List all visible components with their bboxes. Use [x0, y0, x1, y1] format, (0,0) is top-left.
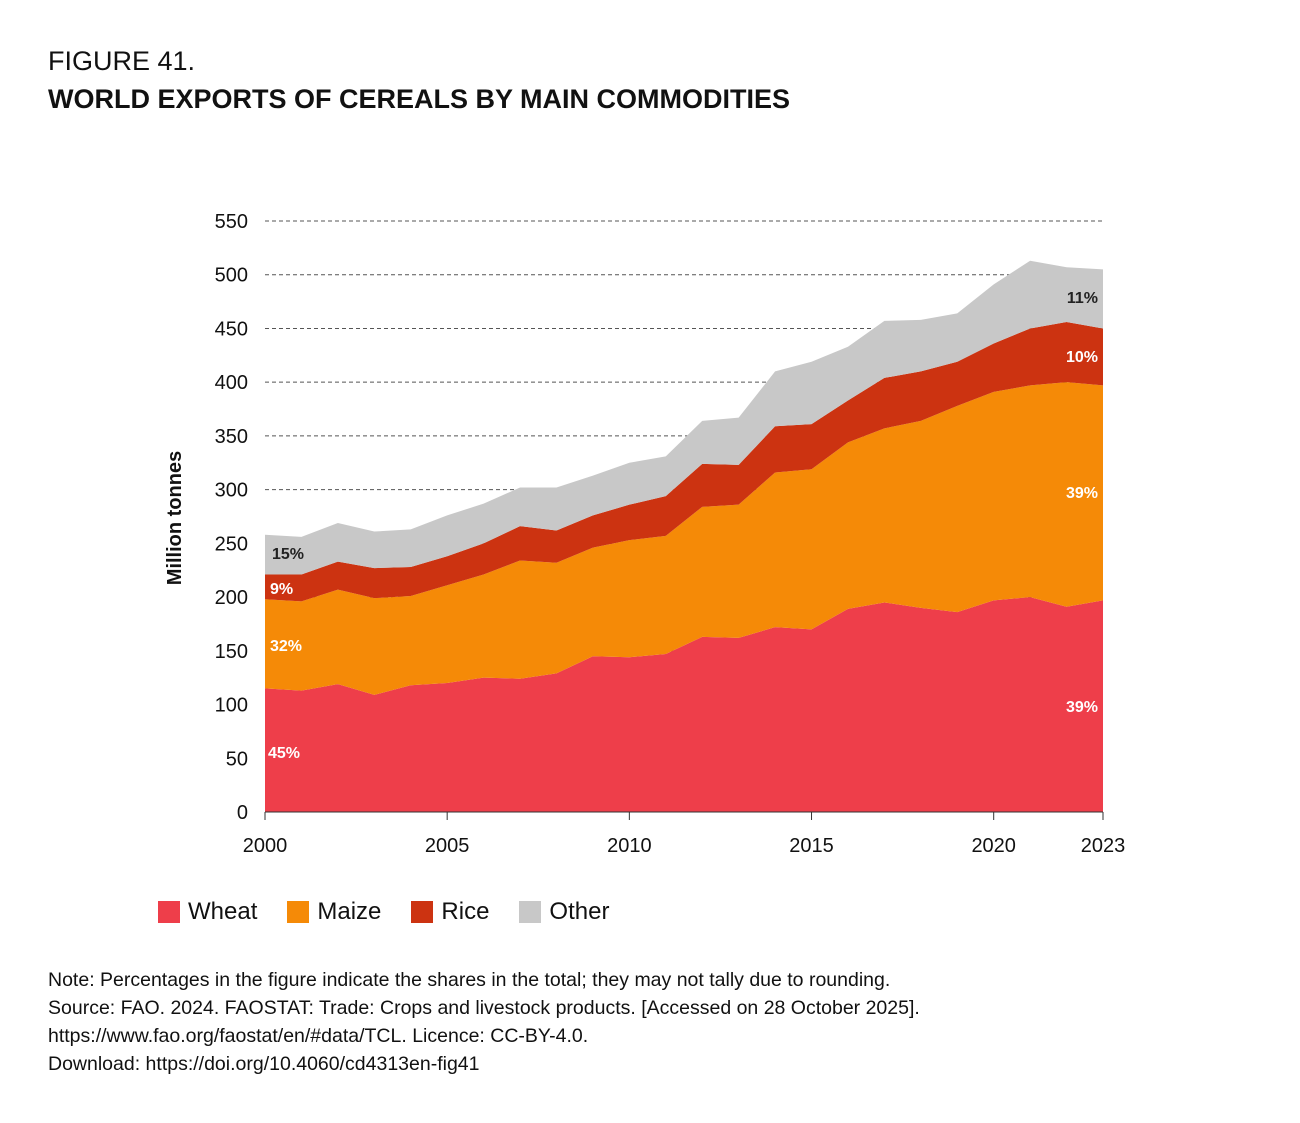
label-other-end: 11% [1067, 290, 1098, 307]
licence-line: https://www.fao.org/faostat/en/#data/TCL… [48, 1025, 589, 1047]
y-tick-label: 150 [215, 641, 248, 663]
x-axis-ticks: 2000 2005 2010 2015 2020 2023 [243, 812, 1126, 857]
legend-label: Other [549, 898, 610, 925]
legend-label: Rice [441, 898, 490, 925]
areas [265, 260, 1103, 812]
x-tick-label: 2010 [607, 835, 652, 857]
area-rice [265, 322, 1103, 602]
notes: Note: Percentages in the figure indicate… [48, 966, 920, 1078]
download-line: Download: https://doi.org/10.4060/cd4313… [48, 1053, 480, 1075]
legend-swatch-rice [411, 901, 434, 923]
legend-item-maize: Maize [287, 898, 381, 926]
label-other-start: 15% [272, 546, 304, 563]
y-tick-label: 300 [215, 480, 248, 502]
label-wheat-end: 39% [1066, 699, 1098, 716]
x-tick-label: 2015 [789, 835, 834, 857]
y-tick-label: 350 [215, 426, 248, 448]
x-tick-label: 2020 [971, 835, 1016, 857]
x-tick-label: 2023 [1081, 835, 1126, 857]
x-tick-label: 2005 [425, 835, 470, 857]
y-axis-ticks: 0 50 100 150 200 250 300 350 400 450 500 550 [215, 211, 248, 824]
figure-number: FIGURE 41. [48, 46, 196, 76]
label-maize-start: 32% [270, 638, 302, 655]
label-rice-start: 9% [270, 581, 293, 598]
y-axis-label: Million tonnes [164, 451, 186, 585]
y-tick-label: 200 [215, 587, 248, 609]
legend-item-rice: Rice [411, 898, 489, 926]
area-other [265, 260, 1103, 575]
y-tick-label: 400 [215, 372, 248, 394]
y-tick-label: 550 [215, 211, 248, 233]
legend-item-wheat: Wheat [158, 898, 257, 926]
y-tick-label: 100 [215, 695, 248, 717]
y-tick-label: 0 [237, 802, 248, 824]
label-rice-end: 10% [1066, 349, 1098, 366]
label-maize-end: 39% [1066, 485, 1098, 502]
note-line: Note: Percentages in the figure indicate… [48, 969, 891, 991]
x-tick-label: 2000 [243, 835, 288, 857]
legend-item-other: Other [519, 898, 609, 926]
y-tick-label: 50 [226, 748, 248, 770]
legend: Wheat Maize Rice Other [158, 898, 609, 926]
legend-swatch-maize [287, 901, 310, 923]
legend-swatch-other [519, 901, 542, 923]
y-tick-label: 250 [215, 533, 248, 555]
source-line: Source: FAO. 2024. FAOSTAT: Trade: Crops… [48, 997, 920, 1019]
legend-label: Maize [317, 898, 382, 925]
chart-title: WORLD EXPORTS OF CEREALS BY MAIN COMMODI… [48, 84, 791, 114]
legend-swatch-wheat [158, 901, 180, 923]
y-tick-label: 500 [215, 265, 248, 287]
area-wheat [265, 597, 1103, 812]
y-tick-label: 450 [215, 318, 248, 340]
label-wheat-start: 45% [268, 745, 300, 762]
area-maize [265, 382, 1103, 695]
legend-label: Wheat [188, 898, 258, 925]
